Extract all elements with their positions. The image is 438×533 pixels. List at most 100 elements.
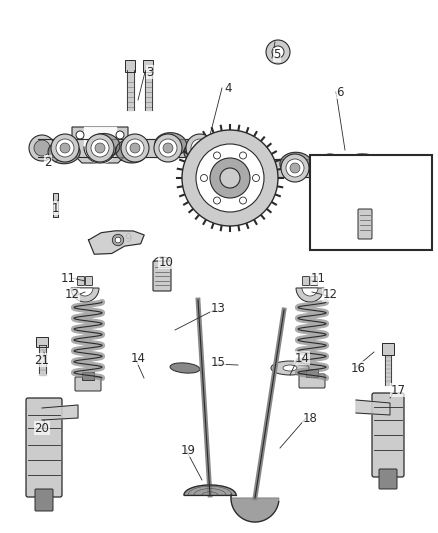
Text: 17: 17 [391, 384, 406, 397]
Text: 11: 11 [60, 271, 75, 285]
Text: 21: 21 [35, 353, 49, 367]
FancyBboxPatch shape [311, 277, 318, 286]
Polygon shape [116, 140, 147, 163]
Circle shape [201, 174, 208, 182]
Circle shape [368, 155, 394, 181]
Circle shape [216, 154, 244, 182]
Circle shape [225, 163, 235, 173]
Text: 13: 13 [211, 302, 226, 314]
Text: 15: 15 [211, 356, 226, 368]
Circle shape [196, 144, 264, 212]
FancyBboxPatch shape [26, 398, 62, 497]
Text: 12: 12 [64, 288, 80, 302]
Circle shape [272, 46, 284, 58]
Circle shape [95, 143, 105, 153]
Circle shape [191, 139, 209, 157]
Bar [125, 60, 135, 72]
Circle shape [154, 134, 182, 162]
Circle shape [213, 152, 220, 159]
Bar [143, 60, 153, 72]
Polygon shape [316, 160, 348, 183]
Circle shape [91, 139, 109, 157]
Circle shape [221, 159, 239, 177]
FancyBboxPatch shape [372, 393, 404, 477]
Circle shape [130, 143, 140, 153]
Circle shape [357, 189, 365, 198]
Polygon shape [356, 400, 390, 415]
Bar [382, 343, 394, 355]
Polygon shape [231, 494, 279, 522]
Circle shape [266, 40, 290, 64]
Circle shape [60, 143, 70, 153]
Ellipse shape [271, 361, 309, 375]
Text: 7: 7 [258, 189, 266, 201]
Circle shape [316, 154, 344, 182]
Circle shape [34, 140, 50, 156]
Circle shape [121, 134, 149, 162]
Text: 14: 14 [131, 351, 145, 365]
FancyBboxPatch shape [299, 374, 325, 388]
Polygon shape [89, 134, 120, 157]
Circle shape [359, 191, 363, 195]
Circle shape [210, 158, 250, 198]
Text: 3: 3 [146, 66, 154, 78]
Polygon shape [350, 154, 380, 178]
Circle shape [182, 130, 278, 226]
Text: 10: 10 [159, 255, 173, 269]
Circle shape [56, 139, 74, 157]
Wedge shape [296, 288, 324, 302]
Circle shape [115, 237, 121, 243]
Text: 2: 2 [44, 156, 52, 168]
Text: 18: 18 [303, 411, 318, 424]
Circle shape [29, 135, 55, 161]
Polygon shape [280, 152, 312, 175]
Circle shape [51, 134, 79, 162]
Circle shape [76, 131, 84, 139]
Polygon shape [72, 127, 128, 163]
Circle shape [195, 143, 205, 153]
Text: 19: 19 [180, 443, 195, 456]
Bar [310, 155, 432, 250]
Polygon shape [155, 133, 187, 156]
Bar [53, 193, 57, 217]
Circle shape [286, 159, 304, 177]
Text: 20: 20 [35, 422, 49, 434]
FancyBboxPatch shape [303, 277, 310, 286]
Circle shape [220, 168, 240, 188]
Polygon shape [42, 405, 78, 420]
FancyBboxPatch shape [78, 277, 85, 286]
Circle shape [240, 152, 247, 159]
Circle shape [116, 131, 124, 139]
Circle shape [281, 154, 309, 182]
FancyBboxPatch shape [35, 489, 53, 511]
Text: 16: 16 [350, 361, 365, 375]
Text: 6: 6 [336, 85, 344, 99]
Circle shape [213, 197, 220, 204]
FancyBboxPatch shape [358, 209, 372, 239]
Text: 9: 9 [124, 231, 132, 245]
FancyBboxPatch shape [85, 277, 92, 286]
Circle shape [321, 159, 339, 177]
Text: 4: 4 [224, 82, 232, 94]
Text: 8: 8 [354, 168, 362, 182]
Circle shape [290, 163, 300, 173]
Wedge shape [77, 288, 93, 296]
Polygon shape [48, 141, 80, 164]
Polygon shape [338, 185, 382, 203]
Text: 11: 11 [311, 271, 325, 285]
Circle shape [252, 174, 259, 182]
FancyBboxPatch shape [75, 377, 101, 391]
Polygon shape [88, 231, 144, 254]
Polygon shape [242, 160, 274, 183]
Text: 12: 12 [322, 288, 338, 302]
Circle shape [163, 143, 173, 153]
Circle shape [159, 139, 177, 157]
Text: 5: 5 [273, 49, 281, 61]
Bar [36, 337, 48, 347]
Wedge shape [302, 288, 318, 296]
Bar [82, 372, 94, 380]
Circle shape [246, 154, 274, 182]
Circle shape [325, 163, 335, 173]
Circle shape [255, 163, 265, 173]
Circle shape [373, 160, 389, 176]
